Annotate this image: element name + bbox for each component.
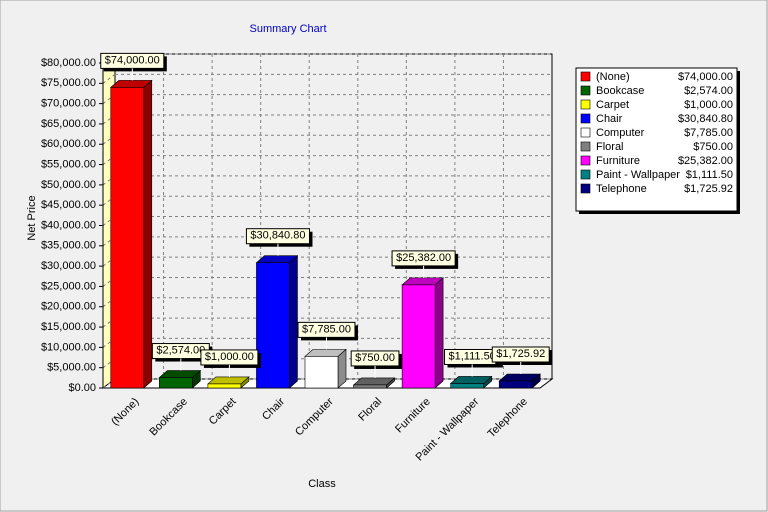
bar [207, 383, 242, 389]
y-tick-label: $0.00 [68, 382, 96, 394]
bar [256, 262, 290, 389]
legend-label: Carpet [596, 99, 629, 111]
y-tick-label: $55,000.00 [41, 158, 96, 170]
x-axis-label: Class [308, 478, 336, 490]
y-tick-label: $30,000.00 [41, 260, 96, 272]
legend-value: $750.00 [693, 141, 733, 153]
y-tick-label: $50,000.00 [41, 179, 96, 191]
bar [498, 380, 533, 389]
legend-label: Paint - Wallpaper [596, 169, 680, 181]
y-tick-label: $5,000.00 [47, 362, 96, 374]
legend-label: Bookcase [596, 85, 644, 97]
bar-side [434, 277, 444, 389]
y-tick-label: $45,000.00 [41, 199, 96, 211]
legend-value: $25,382.00 [678, 155, 733, 167]
data-label: $7,785.00 [302, 323, 351, 335]
data-label: $1,725.92 [496, 348, 545, 360]
y-tick-label: $25,000.00 [41, 280, 96, 292]
legend-label: Chair [596, 113, 623, 125]
data-label: $74,000.00 [105, 54, 160, 66]
legend-swatch [580, 113, 591, 124]
y-tick-label: $15,000.00 [41, 321, 96, 333]
legend-swatch [580, 71, 591, 82]
y-tick-label: $40,000.00 [41, 219, 96, 231]
legend-label: Floral [596, 141, 624, 153]
legend-value: $74,000.00 [678, 71, 733, 83]
data-label: $750.00 [355, 352, 395, 364]
legend-label: Telephone [596, 183, 647, 195]
bar [450, 383, 484, 389]
y-tick-label: $60,000.00 [41, 138, 96, 150]
legend-swatch [580, 183, 591, 194]
bar-side [289, 255, 298, 389]
data-label: $1,111.50 [449, 350, 496, 362]
legend-value: $7,785.00 [684, 127, 733, 139]
y-axis-label: Net Price [26, 195, 38, 240]
bar [110, 87, 145, 389]
legend-value: $1,725.92 [684, 183, 733, 195]
bar [401, 284, 436, 389]
bar [304, 356, 339, 389]
y-tick-label: $65,000.00 [41, 118, 96, 130]
legend-swatch [580, 169, 591, 180]
legend-label: Computer [596, 127, 645, 139]
data-label: $30,840.80 [250, 230, 305, 242]
legend-value: $1,000.00 [684, 99, 733, 111]
bar [159, 377, 193, 389]
y-tick-label: $10,000.00 [41, 341, 96, 353]
legend [575, 67, 738, 212]
legend-swatch [580, 127, 591, 138]
y-tick-label: $35,000.00 [41, 240, 96, 252]
legend-label: (None) [596, 71, 630, 83]
legend-swatch [580, 99, 591, 110]
y-tick-label: $20,000.00 [41, 301, 96, 313]
data-label: $1,000.00 [205, 351, 254, 363]
legend-label: Furniture [596, 155, 640, 167]
legend-value: $1,111.50 [686, 169, 733, 181]
bar [353, 384, 387, 389]
y-tick-label: $75,000.00 [41, 77, 96, 89]
legend-swatch [580, 141, 591, 152]
y-tick-label: $70,000.00 [41, 98, 96, 110]
data-label: $25,382.00 [396, 252, 451, 264]
legend-value: $2,574.00 [684, 85, 733, 97]
legend-swatch [580, 85, 591, 96]
legend-value: $30,840.80 [678, 113, 733, 125]
data-label: $2,574.00 [156, 344, 205, 356]
grid-line [102, 73, 116, 84]
chart-title: Summary Chart [249, 23, 326, 35]
y-tick-label: $80,000.00 [41, 57, 96, 69]
legend-swatch [580, 155, 591, 166]
bar-side [143, 79, 153, 389]
